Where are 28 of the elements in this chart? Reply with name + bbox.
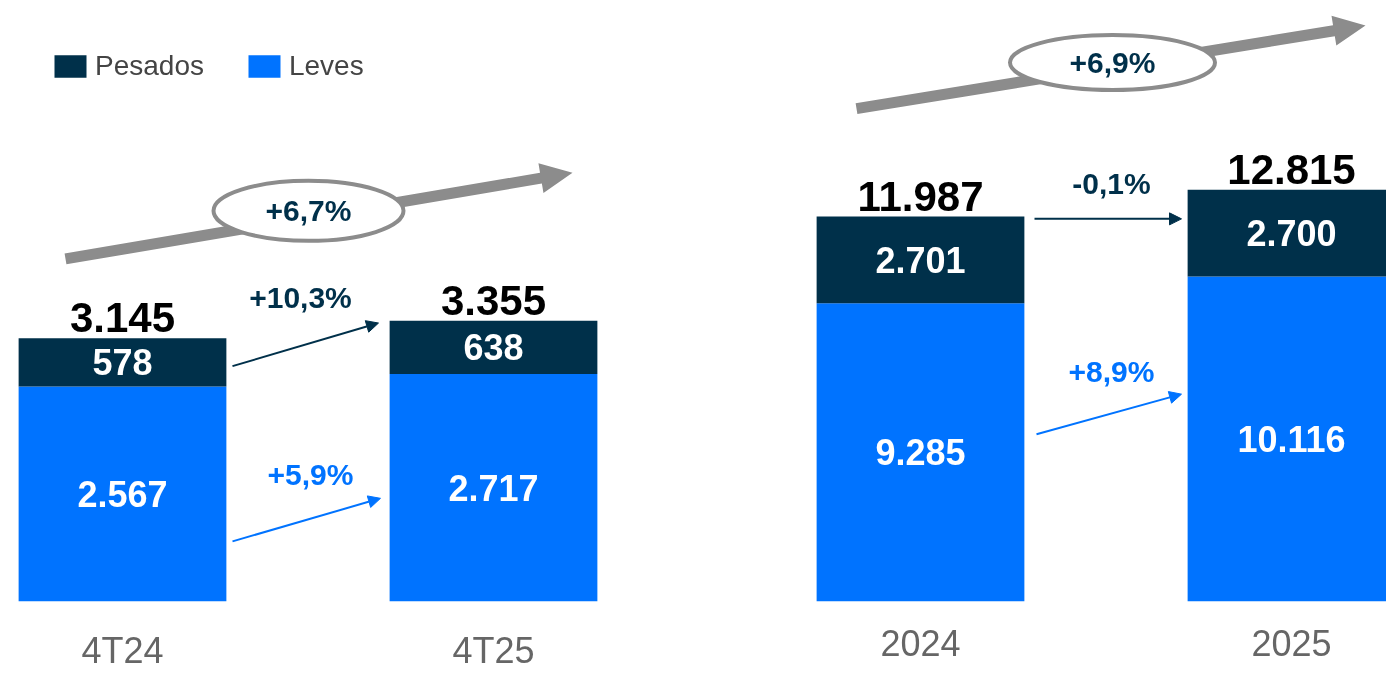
bar <box>18 386 227 602</box>
data-label: 638 <box>463 327 524 369</box>
data-label: 2.717 <box>448 467 539 509</box>
annotation: +5,9% <box>267 457 354 491</box>
annotation: +8,9% <box>1068 354 1155 388</box>
total-label: 11.987 <box>857 172 984 220</box>
text: +6,7% <box>265 194 352 228</box>
x-tick-label: 2025 <box>1251 622 1332 664</box>
bar <box>18 338 227 387</box>
total-label: 3.355 <box>440 276 547 324</box>
data-label: 10.116 <box>1237 419 1346 461</box>
data-label: 2.701 <box>875 239 966 281</box>
bar <box>389 374 598 602</box>
bar <box>389 320 598 375</box>
data-label: 578 <box>92 342 153 384</box>
text: +6,9% <box>1069 46 1156 80</box>
legend-label: Pesados <box>95 50 204 82</box>
data-label: 9.285 <box>875 432 966 474</box>
x-tick-label: 2024 <box>880 622 961 664</box>
annotation: -0,1% <box>1072 167 1151 201</box>
data-label: 2.567 <box>77 474 168 516</box>
x-tick-label: 4T24 <box>81 629 164 671</box>
total-label: 3.145 <box>69 294 176 342</box>
legend-label: Leves <box>288 50 364 82</box>
text: +10,3% <box>249 281 352 315</box>
total-label: 12.815 <box>1227 145 1356 193</box>
x-tick-label: 4T25 <box>452 629 535 671</box>
data-label: 2.700 <box>1246 213 1337 255</box>
